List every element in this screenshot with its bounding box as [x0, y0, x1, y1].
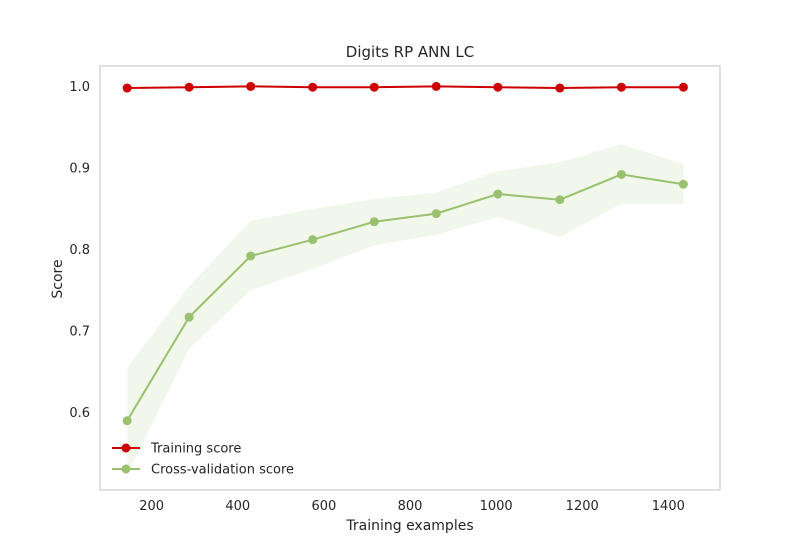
plot-area [99, 65, 721, 491]
series-lines [126, 85, 684, 422]
point-training-score [616, 82, 626, 92]
point-cross-validation-score [184, 312, 194, 322]
point-cross-validation-score [308, 235, 318, 245]
y-tick-label: 0.9 [69, 161, 90, 176]
point-cross-validation-score [555, 195, 565, 205]
point-cross-validation-score [246, 251, 256, 261]
point-training-score [308, 82, 318, 92]
legend-label-cross-validation: Cross-validation score [151, 463, 294, 478]
x-axis-label: Training examples [345, 518, 473, 534]
band-cross-validation-score [127, 144, 684, 476]
y-tick-label: 1.0 [69, 80, 90, 95]
point-training-score [246, 81, 256, 91]
point-training-score [678, 82, 688, 92]
legend-label-training: Training score [150, 442, 241, 457]
x-tick-label: 1200 [566, 499, 599, 514]
point-cross-validation-score [616, 169, 626, 179]
point-training-score [122, 83, 132, 93]
x-tick-label: 200 [139, 499, 164, 514]
x-tick-label: 800 [398, 499, 423, 514]
y-tick-label: 0.6 [69, 406, 90, 421]
point-cross-validation-score [122, 416, 132, 426]
series-markers [122, 81, 688, 426]
point-training-score [431, 81, 441, 91]
x-tick-label: 1000 [480, 499, 513, 514]
chart-title: Digits RP ANN LC [346, 43, 474, 61]
line-cross-validation-score [126, 173, 684, 422]
legend-marker-cross-validation [121, 464, 131, 474]
y-axis-label: Score [50, 259, 66, 298]
legend-marker-training [121, 443, 131, 453]
line-training-score [127, 85, 684, 90]
x-tick-label: 400 [225, 499, 250, 514]
x-tick-label: 600 [311, 499, 336, 514]
point-cross-validation-score [431, 209, 441, 219]
y-tick-label: 0.8 [69, 243, 90, 258]
x-tick-label: 1400 [652, 499, 685, 514]
point-training-score [369, 82, 379, 92]
point-training-score [493, 82, 503, 92]
point-training-score [184, 82, 194, 92]
legend: Training score Cross-validation score [112, 442, 294, 478]
point-cross-validation-score [369, 217, 379, 227]
y-axis-ticks: 0.6 0.7 0.8 0.9 1.0 [69, 80, 90, 421]
y-tick-label: 0.7 [69, 325, 90, 340]
point-cross-validation-score [678, 179, 688, 189]
point-training-score [555, 83, 565, 93]
point-cross-validation-score [493, 189, 503, 199]
x-axis-ticks: 200 400 600 800 1000 1200 1400 [139, 499, 685, 514]
